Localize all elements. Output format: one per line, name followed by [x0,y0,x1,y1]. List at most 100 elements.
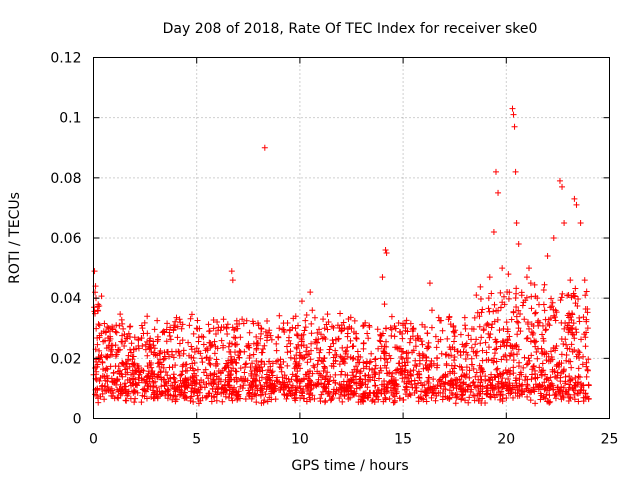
data-point [497,304,504,311]
data-point [233,378,240,385]
data-point [146,375,153,382]
data-point [477,295,484,302]
data-point [156,363,163,370]
data-point [498,356,505,363]
data-point [134,363,141,370]
data-point [313,345,320,352]
data-point [323,385,330,392]
data-point [578,336,585,343]
data-point [479,347,486,354]
data-point [546,322,553,329]
data-point [298,335,305,342]
data-point [184,367,191,374]
data-point [173,314,180,321]
data-point [339,398,346,405]
data-point [491,301,498,308]
data-point [246,329,253,336]
data-point [491,355,498,362]
data-point [546,392,553,399]
data-point [248,368,255,375]
data-point [344,344,351,351]
data-point [194,317,201,324]
data-point [311,364,318,371]
data-point [476,323,483,330]
data-point [365,372,372,379]
data-point [468,361,475,368]
data-point [518,289,525,296]
data-point [220,389,227,396]
data-point [221,386,228,393]
data-point [279,374,286,381]
data-point [340,319,347,326]
data-point [115,346,122,353]
data-point [353,330,360,337]
data-point [382,350,389,357]
data-point [130,376,137,383]
data-point [182,375,189,382]
data-point [203,372,210,379]
data-point [109,387,116,394]
data-point [477,379,484,386]
data-point [576,318,583,325]
data-point [332,357,339,364]
data-point [203,392,210,399]
data-point [231,384,238,391]
data-point [544,253,551,260]
data-point [107,325,114,332]
data-point [108,346,115,353]
data-point [567,277,574,284]
data-point [556,177,563,184]
data-point [417,379,424,386]
data-point [476,362,483,369]
data-point [503,319,510,326]
data-point [409,333,416,340]
data-point [353,385,360,392]
data-point [147,335,154,342]
data-point [571,195,578,202]
data-point [291,365,298,372]
data-point [209,385,216,392]
data-point [462,373,469,380]
data-point [517,328,524,335]
data-point [381,355,388,362]
data-point [216,376,223,383]
data-point [485,356,492,363]
data-point [383,384,390,391]
data-point [253,333,260,340]
data-point [388,332,395,339]
data-point [399,375,406,382]
data-point [314,329,321,336]
data-point [220,344,227,351]
data-point [479,388,486,395]
data-point [166,332,173,339]
data-point [438,317,445,324]
data-point [294,368,301,375]
data-point [510,357,517,364]
data-point [360,391,367,398]
data-point [115,363,122,370]
data-point [233,368,240,375]
data-point [96,347,103,354]
data-point [338,368,345,375]
data-point [300,355,307,362]
data-point [396,345,403,352]
data-point [284,362,291,369]
data-point [356,359,363,366]
data-point [312,381,319,388]
data-point [488,324,495,331]
data-point [490,308,497,315]
data-point [528,305,535,312]
data-point [388,313,395,320]
data-point [309,307,316,314]
data-point [157,350,164,357]
data-point [400,322,407,329]
data-point [362,372,369,379]
data-point [402,391,409,398]
data-point [283,343,290,350]
data-point [520,364,527,371]
data-point [283,395,290,402]
data-point [246,355,253,362]
data-point [131,370,138,377]
data-point [499,371,506,378]
data-point [353,335,360,342]
